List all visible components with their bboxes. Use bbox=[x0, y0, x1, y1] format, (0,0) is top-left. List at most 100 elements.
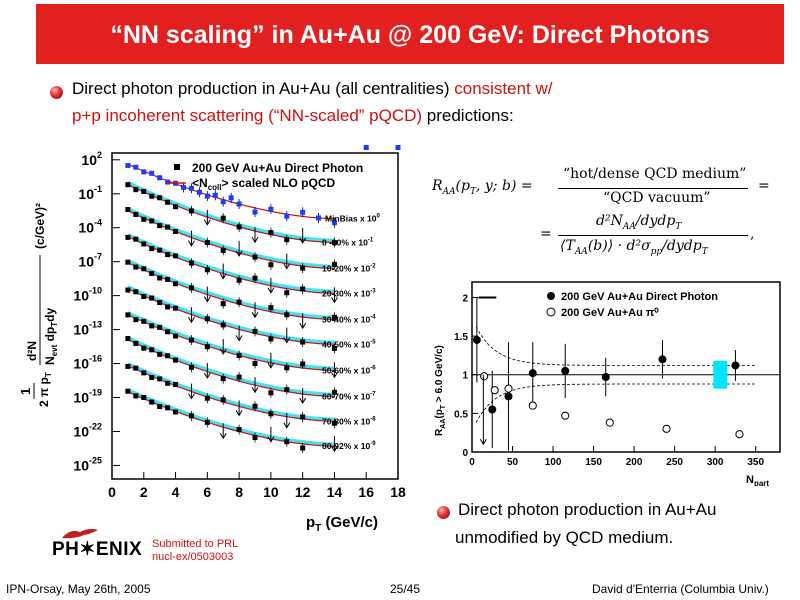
spectra-data-point bbox=[133, 365, 139, 371]
spectra-data-point bbox=[149, 218, 155, 224]
spectra-nlo-band bbox=[127, 336, 335, 397]
raa-x-tick-label: 300 bbox=[707, 457, 724, 468]
spectra-data-point bbox=[149, 347, 155, 353]
spectra-data-point bbox=[236, 224, 242, 230]
spectra-data-point bbox=[125, 363, 131, 369]
spectra-nlo-band bbox=[127, 362, 335, 422]
spectra-series-label: 30-40% x 10-4 bbox=[322, 314, 376, 324]
spectra-nlo-curve bbox=[127, 365, 335, 422]
spectra-data-point bbox=[141, 370, 147, 376]
spectra-data-point bbox=[188, 260, 194, 266]
spectra-upper-limit-arrowhead bbox=[267, 287, 275, 294]
spectra-y-tick-label: 10-25 bbox=[73, 455, 102, 473]
spectra-data-point bbox=[331, 239, 337, 245]
raa-direct-photon-point bbox=[658, 355, 667, 364]
spectra-data-point bbox=[268, 206, 274, 212]
raa-pi0-point bbox=[662, 424, 671, 433]
spectra-data-point bbox=[252, 254, 258, 260]
spectra-nlo-band bbox=[127, 388, 335, 446]
spectra-upper-limit-arrowhead bbox=[283, 337, 291, 344]
spectra-nlo-curve bbox=[127, 339, 335, 397]
spectra-upper-limit-arrowhead bbox=[299, 237, 307, 244]
bullet1-line1: Direct photon production in Au+Au (all c… bbox=[72, 79, 553, 99]
spectra-nlo-curve bbox=[127, 184, 335, 243]
spectra-y-tick-label: 102 bbox=[81, 150, 102, 168]
spectra-data-point bbox=[284, 312, 290, 318]
raa-x-axis-label: Npart bbox=[746, 474, 769, 486]
spectra-data-point bbox=[181, 184, 186, 190]
formula-lhs: RAA(pT, y; b) = bbox=[432, 178, 533, 197]
raa-x-tick-label: 50 bbox=[507, 457, 519, 468]
spectra-data-point bbox=[165, 224, 171, 230]
spectra-data-point bbox=[188, 364, 194, 370]
raa-direct-photon-point bbox=[528, 369, 537, 378]
spectra-y-tick-label: 10-16 bbox=[73, 354, 102, 372]
raa-pi0-point bbox=[561, 411, 570, 420]
spectra-data-point bbox=[173, 357, 179, 363]
spectra-data-point bbox=[157, 195, 163, 201]
raa-direct-photon-point bbox=[488, 405, 497, 414]
raa-plot-frame bbox=[471, 281, 781, 453]
spectra-data-point bbox=[268, 262, 274, 268]
spectra-data-point bbox=[165, 179, 171, 185]
spectra-upper-limit-arrowhead bbox=[188, 316, 195, 324]
spectra-upper-limit-arrowhead bbox=[251, 312, 259, 319]
spectra-upper-limit-arrowhead bbox=[188, 240, 195, 247]
spectra-data-point bbox=[141, 216, 147, 222]
raa-legend-direct: 200 GeV Au+Au Direct Photon bbox=[561, 291, 718, 303]
spectra-data-point bbox=[268, 390, 274, 396]
spectra-data-point bbox=[188, 208, 194, 214]
raa-legend: 200 GeV Au+Au Direct Photon 200 GeV Au+A… bbox=[546, 291, 718, 319]
spectra-data-point bbox=[236, 201, 242, 207]
spectra-nlo-band bbox=[127, 207, 335, 269]
bullet2-line2: unmodified by QCD medium. bbox=[455, 528, 674, 547]
spectra-data-point bbox=[196, 189, 202, 195]
spectra-upper-limit-arrowhead bbox=[235, 250, 243, 257]
spectra-y-tick-label: 10-22 bbox=[73, 421, 102, 439]
raa-x-tick-label: 150 bbox=[585, 457, 602, 468]
bullet-icon bbox=[50, 86, 63, 99]
spectra-data-point bbox=[268, 305, 274, 311]
phenix-bird-icon bbox=[62, 528, 98, 539]
spectra-data-point bbox=[125, 312, 131, 318]
spectra-data-point bbox=[300, 414, 306, 420]
spectra-data-point bbox=[188, 185, 194, 191]
legend-square-marker bbox=[174, 164, 180, 170]
svg-text:Nevt dpTdy: Nevt dpTdy bbox=[43, 308, 59, 365]
spectra-data-point bbox=[157, 403, 163, 409]
spectra-data-point bbox=[268, 411, 274, 417]
spectra-x-tick-label: 2 bbox=[140, 484, 148, 500]
spectra-data-point bbox=[125, 388, 131, 394]
svg-text:d²N: d²N bbox=[25, 341, 39, 361]
spectra-nlo-band bbox=[127, 259, 335, 320]
legend-entry-direct-photon: 200 GeV Au+Au Direct Photon bbox=[192, 161, 363, 175]
spectra-data-point bbox=[236, 277, 242, 283]
spectra-data-point bbox=[125, 287, 131, 293]
footer-left: IPN-Orsay, May 26th, 2005 bbox=[6, 582, 151, 596]
spectra-data-point bbox=[331, 220, 337, 226]
spectra-data-point bbox=[268, 230, 274, 236]
raa-pi0-point bbox=[605, 418, 614, 427]
bullet1-line1-highlight: consistent w/ bbox=[454, 79, 553, 98]
spectra-data-point bbox=[141, 318, 147, 324]
spectra-data-point bbox=[236, 352, 242, 358]
spectra-data-point bbox=[220, 301, 226, 307]
spectra-data-point bbox=[133, 264, 139, 270]
spectra-data-point bbox=[157, 351, 163, 357]
spectra-upper-limit-arrowhead bbox=[188, 393, 195, 400]
raa-x-tick-label: 0 bbox=[469, 457, 475, 468]
spectra-data-point bbox=[133, 211, 139, 217]
spectra-data-point bbox=[331, 389, 337, 395]
spectra-data-point bbox=[220, 247, 226, 253]
spectra-data-point bbox=[284, 365, 290, 371]
spectra-data-point bbox=[284, 290, 290, 296]
raa-y-tick-label: 1.5 bbox=[454, 332, 468, 343]
spectra-nlo-band bbox=[127, 311, 335, 371]
raa-formula: RAA(pT, y; b) = “hot/dense QCD medium” “… bbox=[428, 166, 788, 268]
formula-eq-right: = bbox=[758, 178, 770, 194]
spectra-data-point bbox=[173, 253, 179, 259]
spectra-data-point bbox=[157, 275, 163, 281]
spectra-legend: 200 GeV Au+Au Direct Photon <Ncoll> scal… bbox=[166, 161, 363, 192]
spectra-upper-limit-arrowhead bbox=[299, 397, 307, 405]
bullet1-line2: p+p incoherent scattering (“NN-scaled” p… bbox=[72, 106, 514, 126]
